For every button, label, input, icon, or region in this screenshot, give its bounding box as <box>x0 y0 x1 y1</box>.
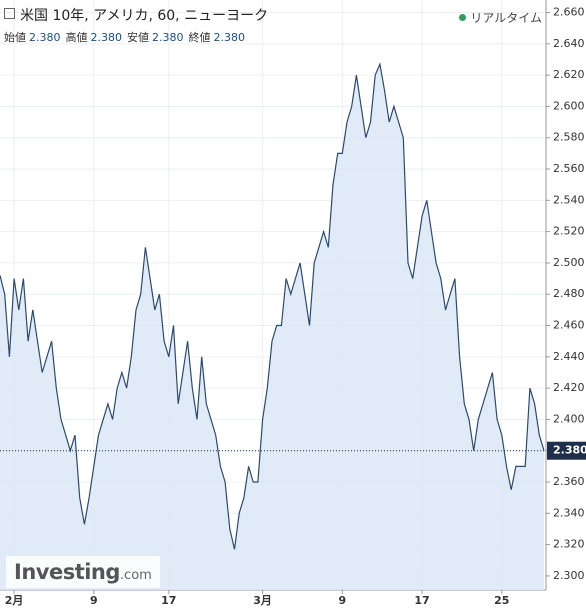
y-tick-label: 2.460 <box>553 319 585 332</box>
ohlc-label: 安値 <box>127 31 149 44</box>
watermark-name: Investing <box>14 560 120 584</box>
ohlc-value: 2.380 <box>213 31 246 44</box>
y-tick-label: 2.440 <box>553 350 585 363</box>
y-tick-label: 2.420 <box>553 381 585 394</box>
y-tick-label: 2.660 <box>553 6 585 19</box>
y-tick-label: 2.640 <box>553 37 585 50</box>
y-tick-label: 2.580 <box>553 131 585 144</box>
y-tick-label: 2.620 <box>553 68 585 81</box>
ohlc-value: 2.380 <box>152 31 184 44</box>
y-tick-label: 2.480 <box>553 287 585 300</box>
y-tick-label: 2.320 <box>553 538 585 551</box>
y-tick-label: 2.600 <box>553 99 585 112</box>
last-price-box <box>547 441 586 460</box>
x-tick-label: 25 <box>494 594 509 607</box>
status: リアルタイム <box>459 9 542 26</box>
status-text: リアルタイム <box>470 11 542 25</box>
y-tick-label: 2.540 <box>553 193 585 206</box>
ohlc-value: 2.380 <box>29 31 61 44</box>
watermark-domain: .com <box>119 568 152 583</box>
x-tick-label: 17 <box>414 594 429 607</box>
last-price-label: 2.380 <box>553 444 586 457</box>
ohlc: 始値 2.380 高値 2.380 安値 2.380 終値 2.380 <box>4 29 250 45</box>
y-tick-label: 2.520 <box>553 225 585 238</box>
y-tick-label: 2.340 <box>553 506 585 519</box>
chart-title: 米国 10年, アメリカ, 60, ニューヨーク <box>20 8 269 24</box>
y-tick-label: 2.400 <box>553 412 585 425</box>
ohlc-label: 高値 <box>65 31 88 44</box>
status-dot <box>459 14 467 21</box>
area <box>0 64 544 590</box>
header: 米国 10年, アメリカ, 60, ニューヨーク <box>4 5 268 25</box>
x-tick-label: 9 <box>339 594 347 607</box>
watermark: Investing.com <box>6 556 160 588</box>
y-tick-label: 2.500 <box>553 256 585 269</box>
x-tick-label: 3月 <box>253 594 272 607</box>
x-tick-label: 2月 <box>5 594 24 607</box>
y-tick-label: 2.300 <box>553 569 585 582</box>
x-tick-label: 9 <box>90 594 98 607</box>
x-tick-label: 17 <box>161 594 176 607</box>
y-tick-label: 2.560 <box>553 162 585 175</box>
collapse-icon[interactable] <box>4 8 15 19</box>
ohlc-label: 始値 <box>4 31 26 44</box>
line <box>0 62 545 550</box>
ohlc-value: 2.380 <box>90 31 123 44</box>
y-tick-label: 2.360 <box>553 475 585 488</box>
ohlc-label: 終値 <box>188 31 211 44</box>
